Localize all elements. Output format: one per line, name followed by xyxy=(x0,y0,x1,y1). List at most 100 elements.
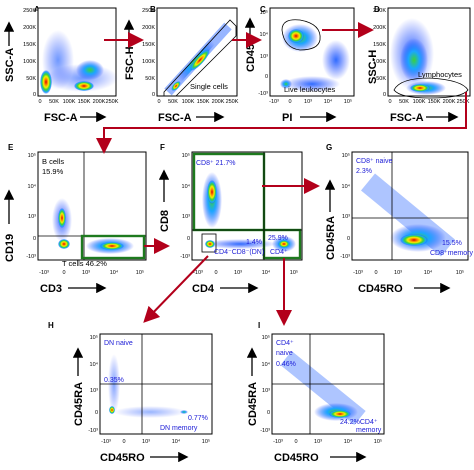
tick-label: 0 xyxy=(152,92,155,98)
tick-label: 10⁵ xyxy=(90,334,98,341)
tick-label: 10⁴ xyxy=(28,183,37,190)
tick-label: 10³ xyxy=(342,214,350,220)
panel-letter: H xyxy=(48,321,54,330)
density-plot xyxy=(280,351,366,425)
b-cells-label: B cells xyxy=(42,157,64,166)
panel-f: F CD8⁺ 21.7% 1.4% 25.9% CD4⁻CD8⁻(DN) CD4… xyxy=(158,143,303,295)
cd8-pct: CD8⁺ 21.7% xyxy=(196,160,236,167)
density-plot xyxy=(360,173,456,257)
tick-label: 10³ xyxy=(182,214,190,220)
x-axis-label: CD45RO xyxy=(358,283,403,295)
tick-label: -10³ xyxy=(258,91,268,97)
x-axis-label: CD45RO xyxy=(100,452,145,464)
density-plot xyxy=(280,24,350,92)
x-axis-label: CD3 xyxy=(40,283,62,295)
tick-label: 10⁴ xyxy=(182,183,191,190)
naive-pct: 2.3% xyxy=(356,168,372,175)
lymphocytes-gate[interactable] xyxy=(393,77,469,99)
dn-gate[interactable] xyxy=(201,233,217,253)
tick-label: 0 xyxy=(187,236,190,242)
panel-letter: D xyxy=(374,5,380,14)
y-axis-label: CD19 xyxy=(4,234,16,262)
panel-i: I CD4⁺ naive 0.46% 24.2%CD4⁺ memory 10⁵ … xyxy=(246,321,385,464)
t-cells-label: T cells 46.2% xyxy=(62,259,107,268)
tick-label: -10³ xyxy=(39,270,49,276)
naive-label: CD4⁺ xyxy=(276,340,294,347)
tick-label: 0 xyxy=(157,99,160,105)
memory-pct: 0.77% xyxy=(188,415,208,422)
tick-label: 150K xyxy=(142,42,155,48)
tick-label: 50K xyxy=(168,99,178,105)
tick-label: 10⁵ xyxy=(456,269,464,276)
y-ticks: 250K 200K 150K 100K 50K 0 xyxy=(373,8,386,98)
tick-label: -10³ xyxy=(180,254,190,260)
tick-label: 250K xyxy=(373,8,386,14)
y-axis-label: CD45 xyxy=(245,44,257,72)
tick-label: 0 xyxy=(122,439,125,445)
naive-pct: 0.46% xyxy=(276,361,296,368)
x-ticks: -10³ 0 10³ 10⁴ 10⁵ xyxy=(39,269,144,276)
cd4-label: CD4⁺ xyxy=(270,249,288,256)
panel-c: C Live leukocytes 10⁵ 10⁴ 10³ 0 -10³ -10… xyxy=(244,5,355,124)
tick-label: 100K xyxy=(142,59,155,65)
tick-label: -10³ xyxy=(26,254,36,260)
naive-pct: 0.35% xyxy=(104,377,124,384)
y-ticks: 10⁵ 10⁴ 10³ 0 -10³ xyxy=(88,334,98,434)
tick-label: 10⁵ xyxy=(182,152,190,159)
x-ticks: 0 50K 100K 150K 200K 250K xyxy=(388,99,469,105)
panel-e: E B cells 15.9% T cells 46.2% 10⁵ 10⁴ 10… xyxy=(3,143,147,295)
y-ticks: 10⁵ 10⁴ 10³ 0 -10³ xyxy=(260,334,270,434)
tick-label: 10⁴ xyxy=(262,361,271,368)
tick-label: 10⁴ xyxy=(262,269,271,276)
tick-label: 10⁵ xyxy=(290,269,298,276)
tick-label: 10⁴ xyxy=(110,269,119,276)
tick-label: 200K xyxy=(443,99,456,105)
gating-flow-arrows xyxy=(96,22,467,326)
plot-area xyxy=(351,151,469,261)
tick-label: -10³ xyxy=(88,428,98,434)
tick-label: 50K xyxy=(376,76,386,82)
y-ticks: 250K 200K 150K 100K 50K 0 xyxy=(23,8,36,98)
y-ticks: 10⁵ 10⁴ 10³ 0 -10³ xyxy=(26,152,36,260)
tick-label: 150K xyxy=(428,99,441,105)
panel-b: B Single cells 250K 200K 150K 100K 50K 0… xyxy=(123,5,239,124)
panel-letter: I xyxy=(258,321,260,330)
y-ticks: 10⁵ 10⁴ 10³ 0 -10³ xyxy=(340,152,350,260)
gate-label: Live leukocytes xyxy=(284,85,336,94)
x-axis-label: CD4 xyxy=(192,283,215,295)
tick-label: 250K xyxy=(226,99,239,105)
x-axis-label: FSC-A xyxy=(390,112,424,124)
tick-label: 100K xyxy=(373,59,386,65)
tick-label: 0 xyxy=(33,236,36,242)
tick-label: 10⁵ xyxy=(262,334,270,341)
tick-label: 200K xyxy=(142,25,155,31)
cd4-pct: 25.9% xyxy=(268,235,288,242)
memory-label: memory xyxy=(356,427,382,434)
tick-label: 10³ xyxy=(28,214,36,220)
tick-label: 10⁵ xyxy=(344,98,352,105)
tick-label: 10³ xyxy=(82,270,90,276)
panel-letter: B xyxy=(150,5,156,14)
tick-label: 0 xyxy=(38,99,41,105)
tick-label: -10³ xyxy=(340,254,350,260)
tick-label: 200K xyxy=(212,99,225,105)
x-ticks: 0 50K 100K 150K 200K 250K xyxy=(38,99,118,105)
tick-label: 10⁴ xyxy=(342,183,351,190)
y-ticks: 250K 200K 150K 100K 50K 0 xyxy=(142,8,155,98)
density-plot xyxy=(40,30,118,94)
tick-label: 0 xyxy=(265,74,268,80)
y-axis-label: SSC-H xyxy=(367,50,379,84)
panel-a: A 250K 200K 150K 100K 50K 0 0 50K 100K 1… xyxy=(3,5,119,124)
x-axis-label: FSC-A xyxy=(158,112,192,124)
x-ticks: 0 50K 100K 150K 200K 250K xyxy=(157,99,238,105)
tick-label: 150K xyxy=(23,42,36,48)
tick-label: 0 xyxy=(347,236,350,242)
tick-label: 100K xyxy=(413,99,426,105)
single-cells-gate[interactable] xyxy=(163,19,237,97)
tick-label: -10³ xyxy=(101,439,111,445)
tick-label: -10³ xyxy=(269,99,279,105)
tick-label: 50K xyxy=(145,76,155,82)
flow-arrow-icon xyxy=(143,255,209,323)
panel-letter: G xyxy=(326,143,332,152)
live-leukocytes-gate[interactable] xyxy=(281,19,321,51)
